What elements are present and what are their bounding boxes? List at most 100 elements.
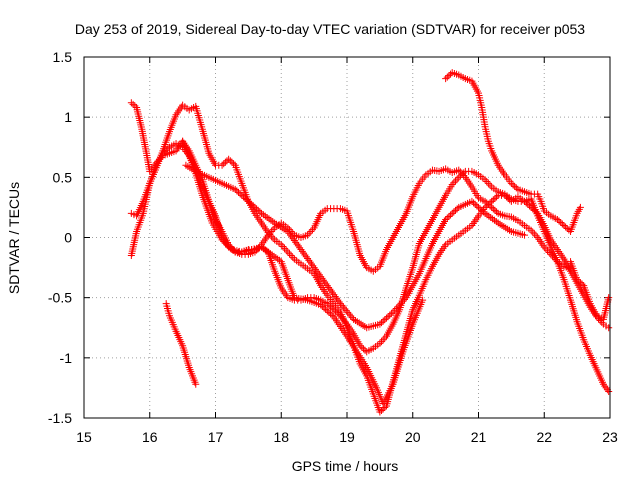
data-point [284,227,292,235]
data-point [396,301,404,309]
data-point [489,196,497,204]
data-point [453,175,461,183]
y-tick-label: 1.5 [53,49,73,65]
data-point [317,301,325,309]
data-point [323,282,331,290]
data-point [261,246,269,254]
data-point [251,203,259,211]
data-point [241,194,249,202]
data-point [471,200,479,208]
data-point [327,287,335,295]
x-tick-label: 15 [76,429,92,445]
data-point [331,292,339,300]
x-axis-label: GPS time / hours [292,458,399,474]
data-point [524,200,532,208]
y-tick-label: -0.5 [48,290,72,306]
data-point [246,199,254,207]
data-point [294,242,302,250]
data-point [330,306,338,314]
data-point [304,255,312,263]
data-point [468,197,476,205]
x-tick-label: 23 [602,429,618,445]
data-point [442,215,450,223]
data-point [221,239,229,247]
data-point [384,313,392,321]
data-point [378,338,386,346]
data-point [254,206,262,214]
data-point [307,227,315,235]
data-point [386,311,394,319]
data-point [598,318,606,326]
data-point [560,221,568,229]
data-point [226,157,234,165]
data-point [233,187,241,195]
data-point [476,205,484,213]
data-point [491,206,499,214]
data-point [529,205,537,213]
data-point [470,199,478,207]
data-point [483,178,491,186]
data-point [310,264,318,272]
data-point [307,260,315,268]
data-point [226,244,234,252]
data-point [263,247,271,255]
y-tick-label: 1 [64,109,72,125]
y-tick-label: -1.5 [48,410,72,426]
data-point [230,160,238,168]
data-point [325,301,333,309]
data-point [293,240,301,248]
data-point [270,252,278,260]
data-point [473,202,481,210]
x-tick-label: 18 [273,429,289,445]
data-point [161,148,169,156]
data-point [164,145,172,153]
data-point [605,324,613,332]
data-point [327,303,335,311]
data-point [376,339,384,347]
data-point [259,244,267,252]
data-point [455,166,463,174]
data-point [530,230,538,238]
data-point [529,228,537,236]
data-point [356,342,364,350]
data-point [285,250,293,258]
data-point [544,247,552,255]
data-point [445,212,453,220]
data-point [225,242,233,250]
data-point [302,253,310,261]
data-point [448,181,456,189]
data-point [335,298,343,306]
data-point [333,309,341,317]
data-point [264,229,272,237]
data-point [159,149,167,157]
data-point [532,232,540,240]
data-point [483,202,491,210]
data-point [258,243,266,251]
data-point [329,289,337,297]
data-point [347,312,355,320]
data-point [277,241,285,249]
data-point [267,232,275,240]
data-point [381,316,389,324]
data-point [218,161,226,169]
x-tick-label: 19 [339,429,355,445]
data-point [527,203,535,211]
data-point [530,206,538,214]
data-point [289,253,297,261]
data-point [266,230,274,238]
data-point [481,176,489,184]
y-tick-label: -1 [60,350,73,366]
data-point [450,208,458,216]
data-point [378,406,386,414]
data-point [131,102,139,110]
data-point [239,193,247,201]
data-point [318,302,326,310]
data-point [269,234,277,242]
data-point [489,205,497,213]
data-point [522,199,530,207]
data-point [448,209,456,217]
x-tick-label: 22 [536,429,552,445]
data-point [335,310,343,318]
data-point [320,304,328,312]
